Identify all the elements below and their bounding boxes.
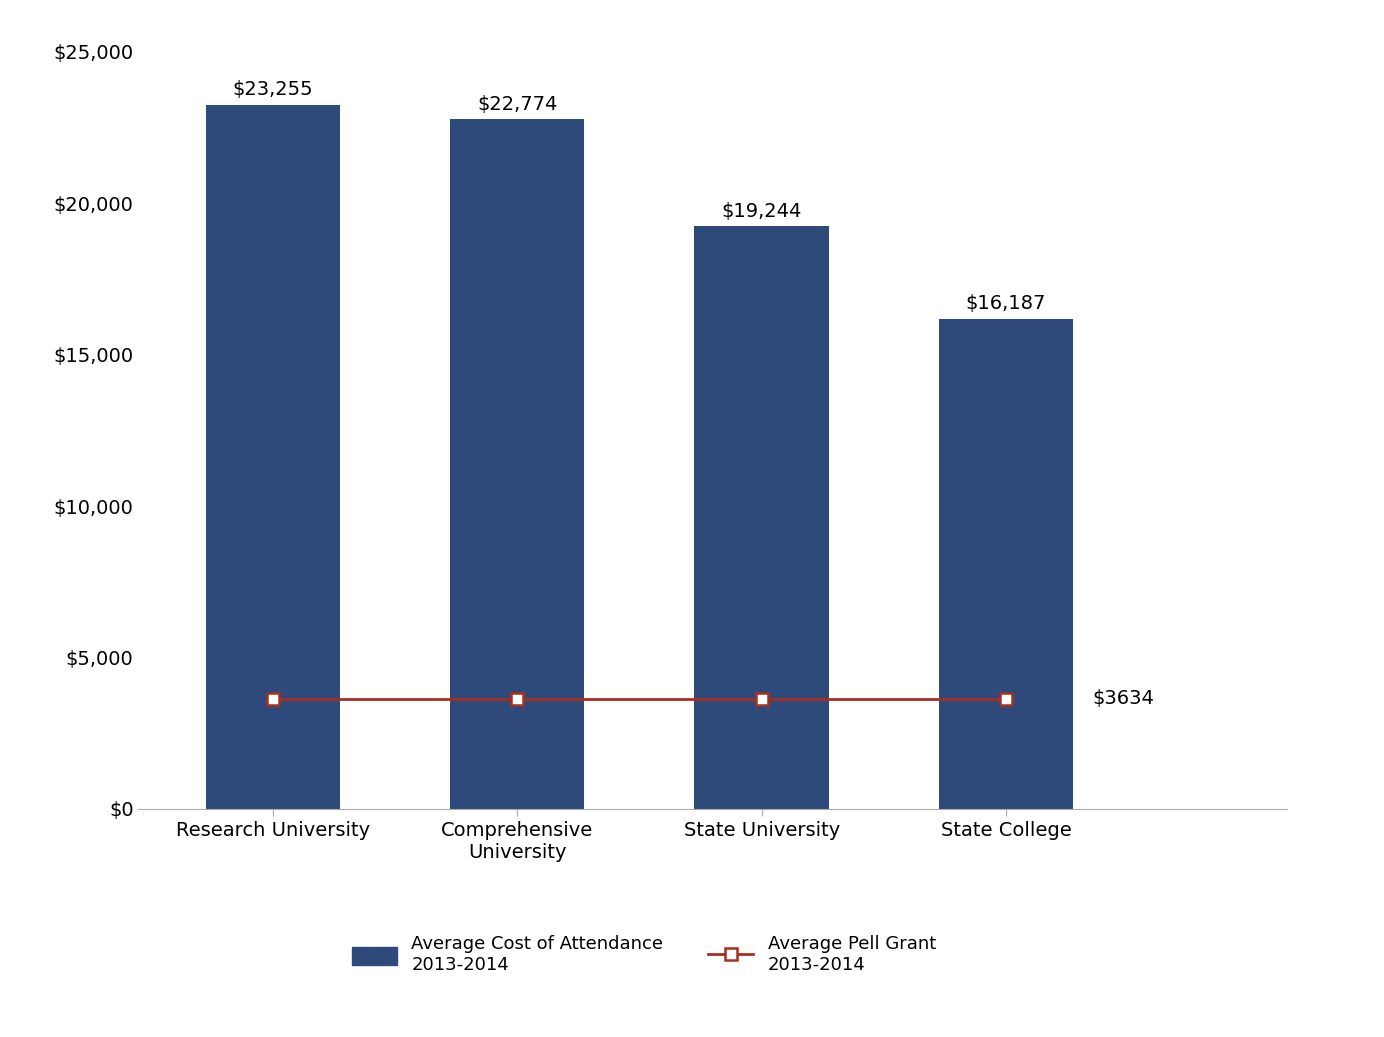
- Text: $19,244: $19,244: [721, 201, 801, 221]
- Text: $3634: $3634: [1093, 690, 1154, 708]
- Bar: [938, 318, 1073, 809]
- Text: $16,187: $16,187: [966, 295, 1046, 313]
- Bar: [206, 105, 340, 809]
- Text: $22,774: $22,774: [477, 94, 558, 114]
- Bar: [450, 119, 584, 809]
- Text: $23,255: $23,255: [233, 80, 313, 100]
- Bar: [695, 226, 829, 809]
- Legend: Average Cost of Attendance
2013-2014, Average Pell Grant
2013-2014: Average Cost of Attendance 2013-2014, Av…: [345, 928, 944, 981]
